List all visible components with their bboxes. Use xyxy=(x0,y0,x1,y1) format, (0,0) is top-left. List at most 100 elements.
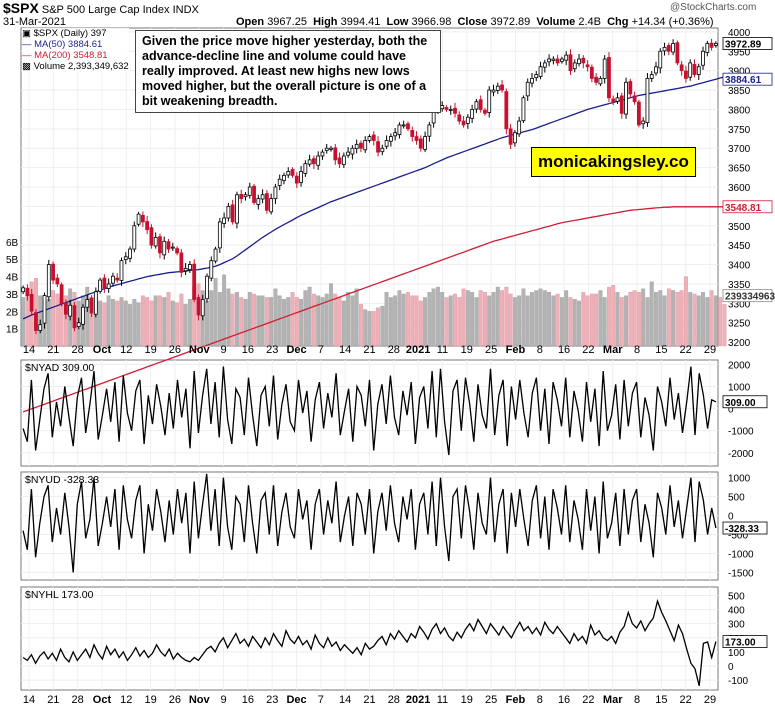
volume-bar xyxy=(654,292,658,347)
volume-bar xyxy=(581,292,586,347)
ma200-line xyxy=(22,206,725,413)
volume-bar xyxy=(230,293,235,347)
candle-body xyxy=(303,163,308,174)
candle-body xyxy=(256,198,261,205)
volume-bar xyxy=(461,288,466,347)
candle-body xyxy=(521,97,526,122)
volume-bar xyxy=(692,293,697,347)
candle-body xyxy=(679,64,684,72)
ma50-line xyxy=(22,76,725,320)
volume-bar xyxy=(346,292,351,347)
volume-bar xyxy=(594,293,599,347)
volume-bar xyxy=(311,293,316,347)
price-tick-label: 3300 xyxy=(728,299,751,310)
nyad-tick-label: 0 xyxy=(728,405,734,416)
volume-bar xyxy=(324,293,329,347)
nyud-tick-label: 500 xyxy=(728,493,745,504)
x-tick-label: 25 xyxy=(485,694,497,706)
candle-body xyxy=(406,123,410,130)
legend-ma50: — MA(50) 3884.61 xyxy=(22,39,103,50)
low-value: 3966.98 xyxy=(411,16,452,28)
candle-body xyxy=(654,66,658,74)
volume-bar xyxy=(119,297,124,347)
candle-body xyxy=(106,283,111,290)
candle-body xyxy=(359,142,363,149)
price-tick-label: 3950 xyxy=(728,47,751,58)
volume-bar xyxy=(162,297,167,347)
candle-body xyxy=(102,277,107,289)
legend-ma200: — MA(200) 3548.81 xyxy=(22,50,108,61)
nyad-line xyxy=(22,366,717,456)
candle-body xyxy=(341,155,346,165)
candle-body xyxy=(662,46,667,52)
volume-bar xyxy=(504,286,509,347)
volume-bar xyxy=(431,288,436,347)
x-tick-label: 21 xyxy=(47,344,59,356)
nyhl-tag: 173.00 xyxy=(725,638,756,649)
candle-body xyxy=(688,62,693,78)
candle-body xyxy=(380,147,385,153)
x-tick-label: Oct xyxy=(93,344,112,356)
volume-bar xyxy=(260,295,265,347)
candle-body xyxy=(320,151,325,157)
candle-body xyxy=(628,81,633,95)
x-tick-label: 9 xyxy=(221,344,227,356)
volume-bar xyxy=(183,304,188,347)
volume-bar xyxy=(307,286,312,347)
nyad-tick-label: 1000 xyxy=(728,383,751,394)
nyad-title: $NYAD 309.00 xyxy=(25,362,94,374)
x-tick-label: 16 xyxy=(242,694,254,706)
candle-body xyxy=(217,221,222,249)
nyhl-tick-label: -100 xyxy=(728,676,748,687)
chg-label: Chg xyxy=(607,16,629,28)
candle-body xyxy=(666,45,671,52)
candle-body xyxy=(696,66,701,75)
candle-body xyxy=(226,205,231,219)
volume-bar xyxy=(376,307,380,347)
volume-bar xyxy=(140,295,145,347)
x-tick-label: 11 xyxy=(437,694,448,706)
candle-body xyxy=(619,95,624,114)
volume-bar xyxy=(217,292,222,347)
candle-body xyxy=(632,95,637,103)
volume-bar xyxy=(470,292,475,347)
volume-bar xyxy=(384,292,389,347)
stockcharts-watermark: @StockCharts.com xyxy=(670,2,757,13)
nyud-tick-label: -1500 xyxy=(728,568,754,579)
candle-body xyxy=(611,98,616,103)
x-tick-label: 26 xyxy=(169,344,181,356)
candle-body xyxy=(470,109,475,119)
price-tick-label: 3600 xyxy=(728,183,751,194)
legend-volume-text: Volume 2,393,349,632 xyxy=(33,61,129,72)
candle-body xyxy=(273,186,278,200)
candle-body xyxy=(260,194,265,200)
price-tick-label: 3350 xyxy=(728,280,751,291)
volume-value: 2.4B xyxy=(578,16,601,28)
volume-bar xyxy=(448,295,453,347)
candle-body xyxy=(517,120,522,135)
candle-body xyxy=(316,155,321,166)
candle-body xyxy=(560,58,564,62)
candle-body xyxy=(709,42,714,48)
volume-bar xyxy=(551,295,556,347)
chg-value: +14.34 (+0.36%) xyxy=(631,16,714,28)
volume-bar xyxy=(243,298,248,347)
volume-bar xyxy=(102,302,107,347)
volume-bar xyxy=(401,293,406,347)
volume-tick-label: 5B xyxy=(6,255,19,266)
volume-bar xyxy=(46,298,51,347)
candle-body xyxy=(577,58,581,65)
nyhl-tick-label: 100 xyxy=(728,648,745,659)
volume-bar xyxy=(363,309,368,347)
volume-bar xyxy=(521,288,526,347)
legend-price-text: $SPX (Daily) 397 xyxy=(33,28,107,39)
candle-body xyxy=(474,101,479,110)
x-tick-label: 15 xyxy=(655,694,667,706)
volume-bar xyxy=(226,288,231,347)
volume-bar xyxy=(718,297,723,347)
nyad-tick-label: -2000 xyxy=(728,449,754,460)
candle-body xyxy=(414,136,419,141)
price-tick-label: 3850 xyxy=(728,86,751,97)
volume-bar xyxy=(282,298,286,347)
volume-bar xyxy=(512,297,517,347)
